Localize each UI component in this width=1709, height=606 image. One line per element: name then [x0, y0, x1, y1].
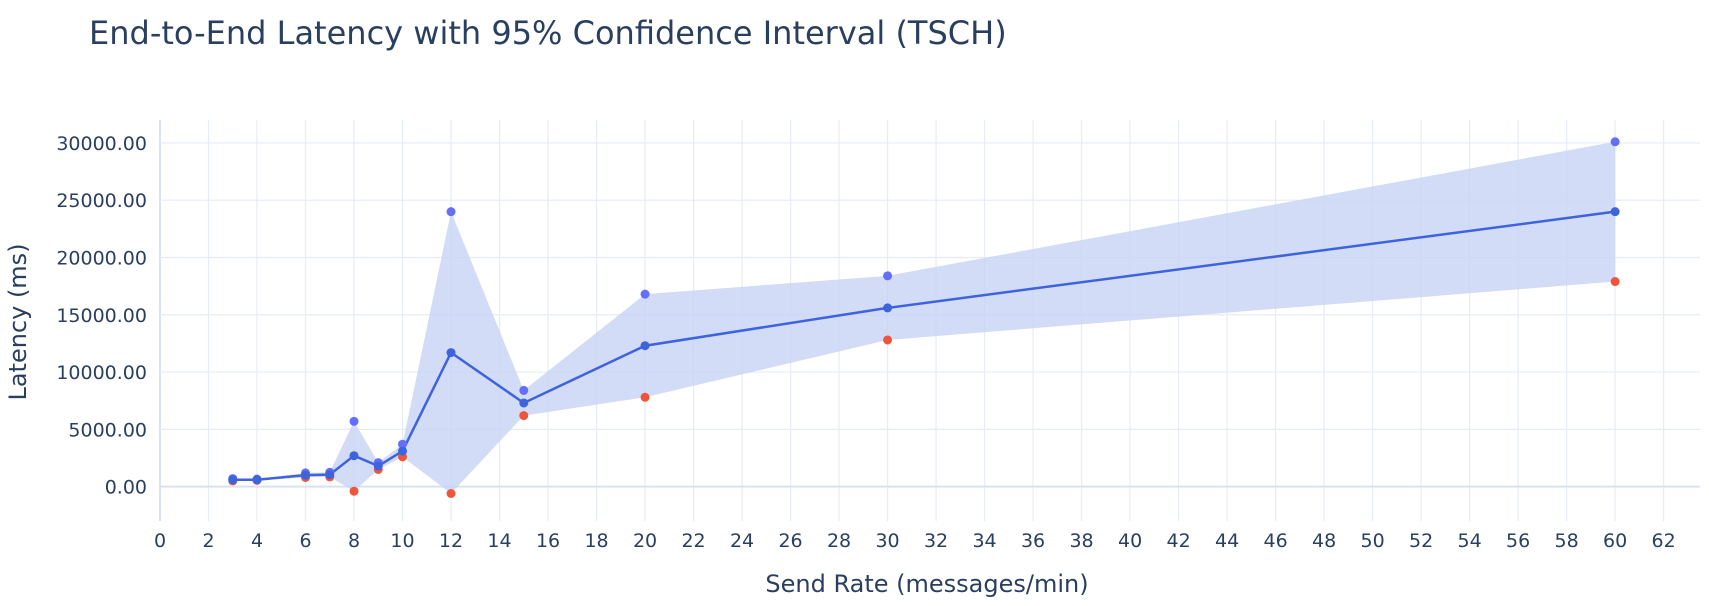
x-tick-label: 22 — [681, 530, 705, 552]
x-tick-label: 14 — [487, 530, 511, 552]
confidence-band — [232, 141, 1616, 494]
mean-point — [640, 341, 650, 351]
mean-point — [373, 461, 383, 471]
mean-point — [446, 348, 456, 358]
x-tick-label: 56 — [1506, 530, 1530, 552]
x-tick-label: 4 — [251, 530, 263, 552]
data-points — [228, 137, 1620, 499]
mean-point — [883, 303, 893, 313]
upper-ci-point — [446, 207, 456, 217]
x-tick-label: 46 — [1263, 530, 1287, 552]
y-tick-label: 20000.00 — [56, 247, 147, 269]
lower-ci-point — [1610, 277, 1620, 287]
y-axis-title: Latency (ms) — [4, 243, 32, 400]
x-axis-title: Send Rate (messages/min) — [765, 570, 1088, 598]
x-tick-label: 28 — [827, 530, 851, 552]
x-tick-label: 8 — [348, 530, 360, 552]
lower-ci-point — [349, 486, 359, 496]
x-tick-label: 42 — [1166, 530, 1190, 552]
x-tick-label: 12 — [439, 530, 463, 552]
mean-point — [519, 398, 529, 408]
x-tick-label: 52 — [1409, 530, 1433, 552]
x-tick-label: 30 — [875, 530, 899, 552]
x-tick-label: 2 — [202, 530, 214, 552]
x-tick-label: 0 — [154, 530, 166, 552]
x-tick-label: 50 — [1361, 530, 1385, 552]
x-tick-label: 10 — [390, 530, 414, 552]
x-tick-label: 26 — [778, 530, 802, 552]
x-tick-label: 54 — [1458, 530, 1482, 552]
x-tick-label: 18 — [584, 530, 608, 552]
x-tick-label: 36 — [1021, 530, 1045, 552]
x-tick-label: 38 — [1069, 530, 1093, 552]
x-tick-label: 60 — [1603, 530, 1627, 552]
mean-point — [228, 475, 238, 485]
x-tick-label: 20 — [633, 530, 657, 552]
x-tick-label: 40 — [1118, 530, 1142, 552]
y-tick-label: 0.00 — [105, 477, 147, 499]
y-tick-label: 25000.00 — [56, 190, 147, 212]
upper-ci-point — [640, 289, 650, 299]
upper-ci-point — [883, 271, 893, 281]
mean-point — [325, 470, 335, 480]
x-tick-label: 44 — [1215, 530, 1239, 552]
lower-ci-point — [640, 392, 650, 402]
x-tick-label: 58 — [1555, 530, 1579, 552]
upper-ci-point — [349, 416, 359, 426]
upper-ci-point — [398, 439, 408, 449]
chart-title: End-to-End Latency with 95% Confidence I… — [89, 14, 1007, 52]
mean-point — [301, 470, 311, 480]
x-tick-label: 24 — [730, 530, 754, 552]
x-tick-label: 6 — [299, 530, 311, 552]
x-tick-label: 62 — [1652, 530, 1676, 552]
mean-line-path — [232, 210, 1616, 482]
x-tick-label: 32 — [924, 530, 948, 552]
y-tick-labels: 0.00 5000.00 10000.00 15000.00 20000.00 25000… — [56, 133, 147, 499]
x-tick-label: 48 — [1312, 530, 1336, 552]
x-tick-label: 16 — [536, 530, 560, 552]
y-tick-label: 30000.00 — [56, 133, 147, 155]
mean-point — [349, 451, 359, 461]
lower-ci-point — [519, 411, 529, 421]
x-tick-labels: 0 2 4 6 8 10 12 14 16 18 20 22 24 26 28 30 32 34 36 38 40 42 4… — [154, 530, 1676, 552]
upper-ci-point — [1610, 137, 1620, 147]
mean-line — [232, 210, 1616, 482]
lower-ci-point — [883, 335, 893, 345]
mean-point — [252, 475, 262, 485]
confidence-band-area — [232, 141, 1616, 494]
y-tick-label: 15000.00 — [56, 305, 147, 327]
mean-point — [398, 446, 408, 456]
x-tick-label: 34 — [972, 530, 996, 552]
y-tick-label: 10000.00 — [56, 362, 147, 384]
upper-ci-point — [519, 385, 529, 395]
mean-point — [1610, 207, 1620, 217]
lower-ci-point — [446, 489, 456, 499]
y-tick-label: 5000.00 — [68, 419, 147, 441]
